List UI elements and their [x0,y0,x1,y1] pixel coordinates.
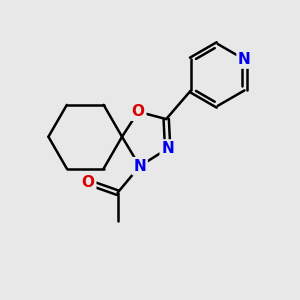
Text: N: N [161,141,174,156]
Text: O: O [132,104,145,119]
Text: N: N [238,52,251,67]
Text: O: O [82,175,95,190]
Text: N: N [133,159,146,174]
